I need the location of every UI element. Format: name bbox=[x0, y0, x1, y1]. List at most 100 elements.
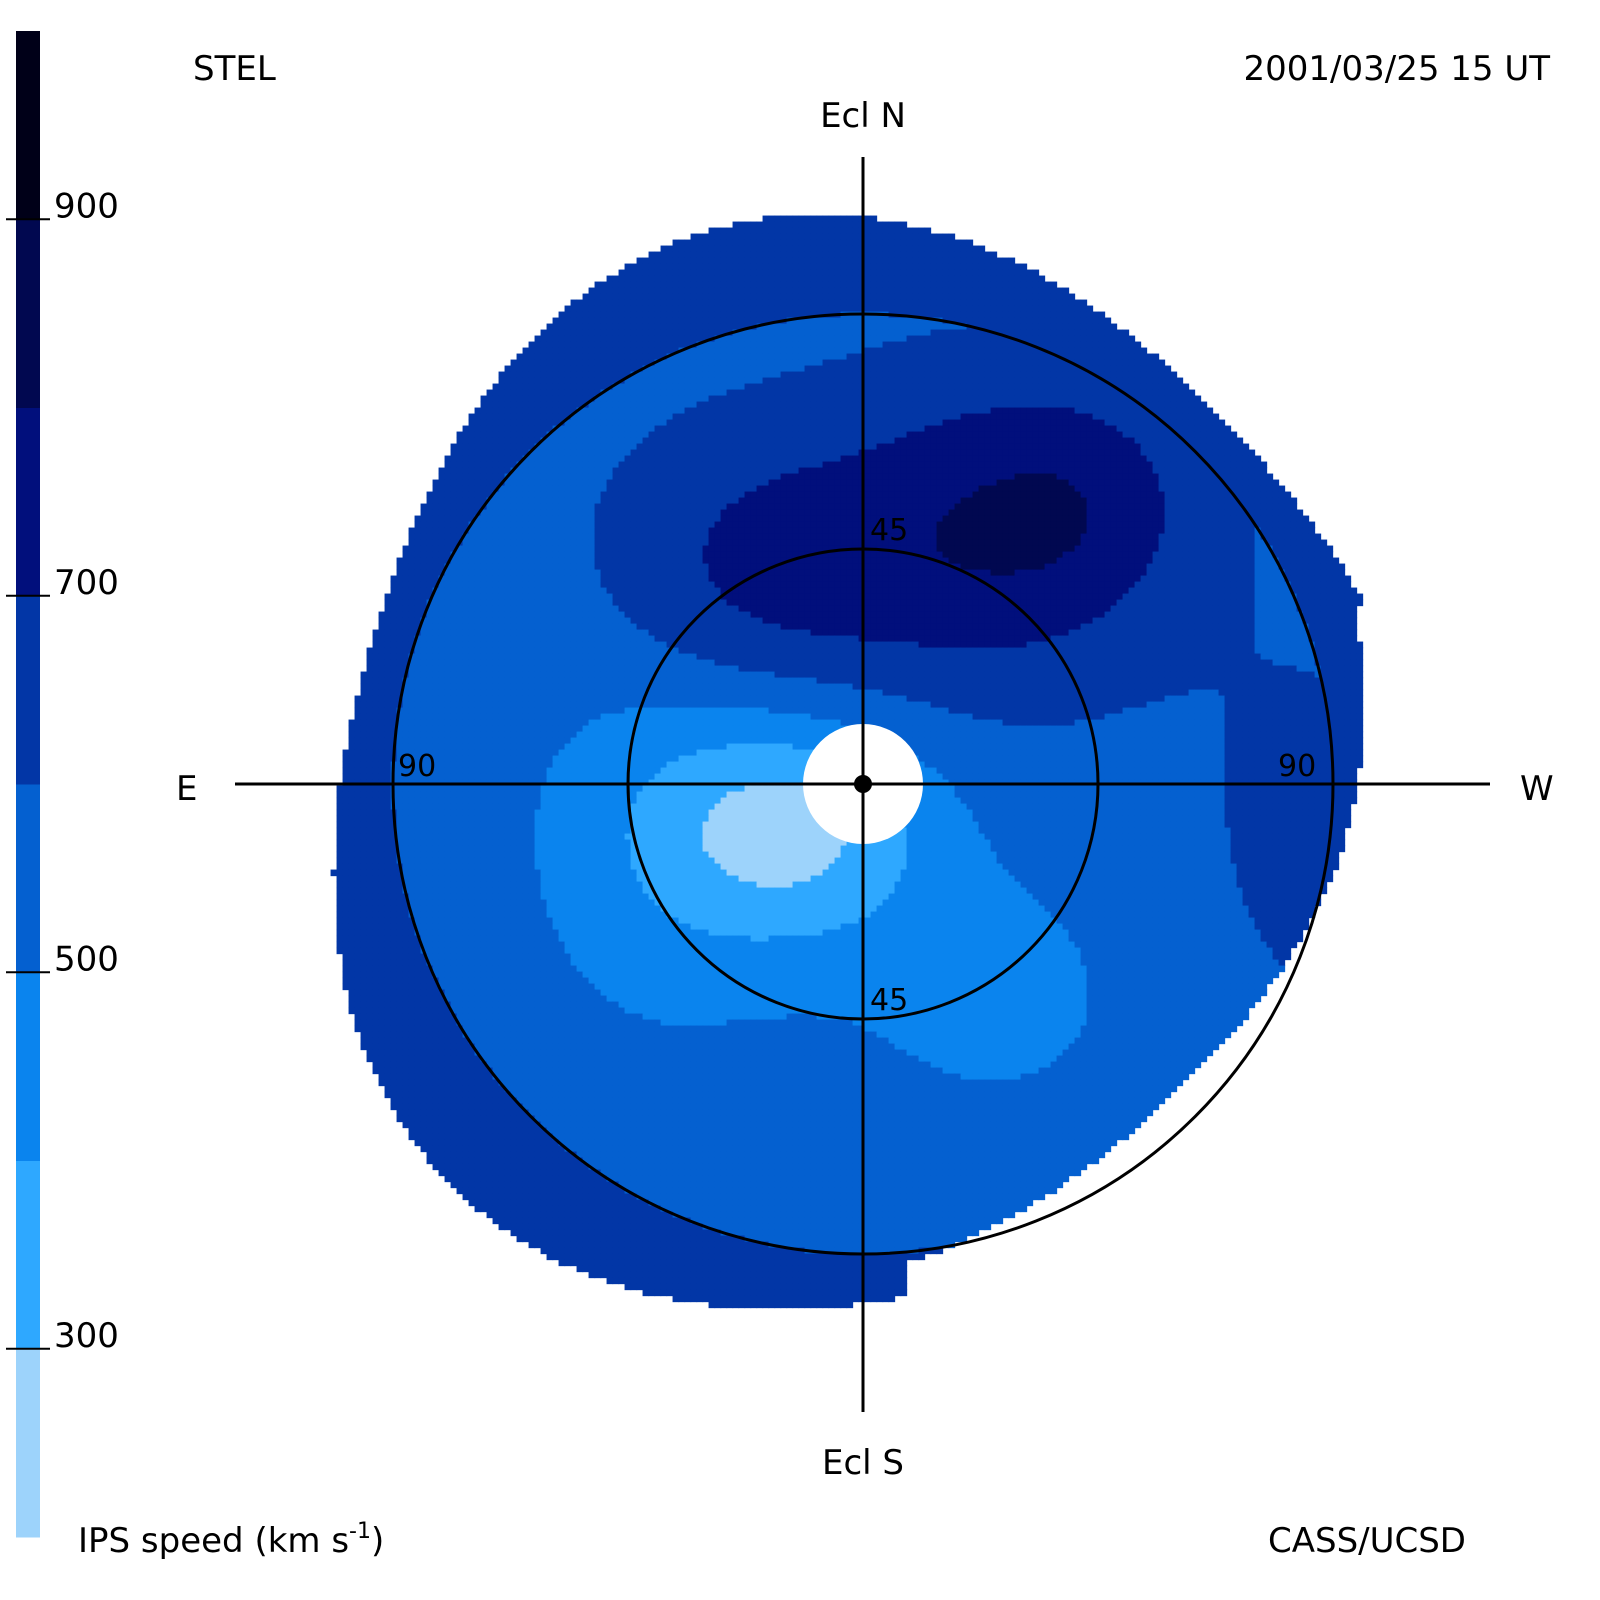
map-cell bbox=[949, 486, 956, 493]
map-cell bbox=[763, 504, 770, 511]
map-cell bbox=[1111, 468, 1118, 475]
map-cell bbox=[1189, 462, 1196, 469]
map-cell bbox=[955, 372, 962, 379]
map-cell bbox=[889, 456, 896, 463]
map-cell bbox=[907, 318, 914, 325]
map-cell bbox=[595, 504, 602, 511]
map-cell bbox=[1099, 420, 1106, 427]
map-cell bbox=[751, 282, 758, 289]
map-cell bbox=[1237, 468, 1244, 475]
map-cell bbox=[775, 348, 782, 355]
map-cell bbox=[583, 444, 590, 451]
map-cell bbox=[895, 306, 902, 313]
map-cell bbox=[937, 324, 944, 331]
map-cell bbox=[649, 480, 656, 487]
map-cell bbox=[661, 450, 668, 457]
map-cell bbox=[667, 402, 674, 409]
map-cell bbox=[715, 480, 722, 487]
map-cell bbox=[733, 408, 740, 415]
map-cell bbox=[1123, 432, 1130, 439]
map-cell bbox=[571, 318, 578, 325]
map-cell bbox=[1219, 438, 1226, 445]
map-cell bbox=[661, 264, 668, 271]
map-cell bbox=[991, 492, 998, 499]
map-cell bbox=[811, 324, 818, 331]
map-cell bbox=[1027, 366, 1034, 373]
map-cell bbox=[817, 246, 824, 253]
map-cell bbox=[727, 498, 734, 505]
map-cell bbox=[685, 444, 692, 451]
map-cell bbox=[1045, 318, 1052, 325]
map-cell bbox=[1141, 354, 1148, 361]
map-cell bbox=[721, 276, 728, 283]
map-cell bbox=[733, 384, 740, 391]
map-cell bbox=[1051, 468, 1058, 475]
map-cell bbox=[985, 408, 992, 415]
map-cell bbox=[1069, 348, 1076, 355]
map-cell bbox=[811, 336, 818, 343]
map-cell bbox=[487, 402, 494, 409]
map-cell bbox=[1045, 372, 1052, 379]
map-cell bbox=[883, 222, 890, 229]
map-cell bbox=[979, 300, 986, 307]
map-cell bbox=[931, 306, 938, 313]
map-cell bbox=[1069, 474, 1076, 481]
map-cell bbox=[739, 396, 746, 403]
map-cell bbox=[1063, 468, 1070, 475]
map-cell bbox=[697, 498, 704, 505]
map-cell bbox=[865, 324, 872, 331]
map-cell bbox=[781, 234, 788, 241]
map-cell bbox=[937, 348, 944, 355]
map-cell bbox=[601, 324, 608, 331]
map-cell bbox=[1069, 408, 1076, 415]
map-cell bbox=[751, 396, 758, 403]
map-cell bbox=[871, 438, 878, 445]
map-cell bbox=[775, 420, 782, 427]
map-cell bbox=[883, 474, 890, 481]
map-cell bbox=[571, 432, 578, 439]
map-cell bbox=[517, 420, 524, 427]
map-cell bbox=[649, 342, 656, 349]
map-cell bbox=[1201, 474, 1208, 481]
map-cell bbox=[769, 216, 776, 223]
map-cell bbox=[943, 378, 950, 385]
map-cell bbox=[835, 270, 842, 277]
map-cell bbox=[1159, 402, 1166, 409]
map-cell bbox=[1141, 420, 1148, 427]
map-cell bbox=[721, 282, 728, 289]
map-cell bbox=[925, 246, 932, 253]
colorbar-bin-200-300 bbox=[16, 1349, 40, 1538]
map-cell bbox=[1105, 456, 1112, 463]
map-cell bbox=[1273, 492, 1280, 499]
map-cell bbox=[919, 348, 926, 355]
map-cell bbox=[907, 228, 914, 235]
map-cell bbox=[613, 432, 620, 439]
map-cell bbox=[1165, 450, 1172, 457]
map-cell bbox=[907, 420, 914, 427]
map-cell bbox=[901, 360, 908, 367]
map-cell bbox=[913, 486, 920, 493]
map-cell bbox=[655, 294, 662, 301]
map-cell bbox=[835, 384, 842, 391]
map-cell bbox=[1069, 504, 1076, 511]
map-cell bbox=[679, 276, 686, 283]
map-cell bbox=[823, 420, 830, 427]
map-cell bbox=[775, 396, 782, 403]
map-cell bbox=[919, 384, 926, 391]
map-cell bbox=[703, 360, 710, 367]
map-cell bbox=[523, 390, 530, 397]
map-cell bbox=[607, 468, 614, 475]
map-cell bbox=[961, 372, 968, 379]
map-cell bbox=[1051, 474, 1058, 481]
map-cell bbox=[841, 324, 848, 331]
map-cell bbox=[943, 420, 950, 427]
map-cell bbox=[643, 456, 650, 463]
map-cell bbox=[1021, 486, 1028, 493]
map-cell bbox=[631, 414, 638, 421]
map-cell bbox=[997, 396, 1004, 403]
map-cell bbox=[883, 252, 890, 259]
map-cell bbox=[799, 438, 806, 445]
map-cell bbox=[919, 354, 926, 361]
map-cell bbox=[721, 264, 728, 271]
map-cell bbox=[769, 282, 776, 289]
